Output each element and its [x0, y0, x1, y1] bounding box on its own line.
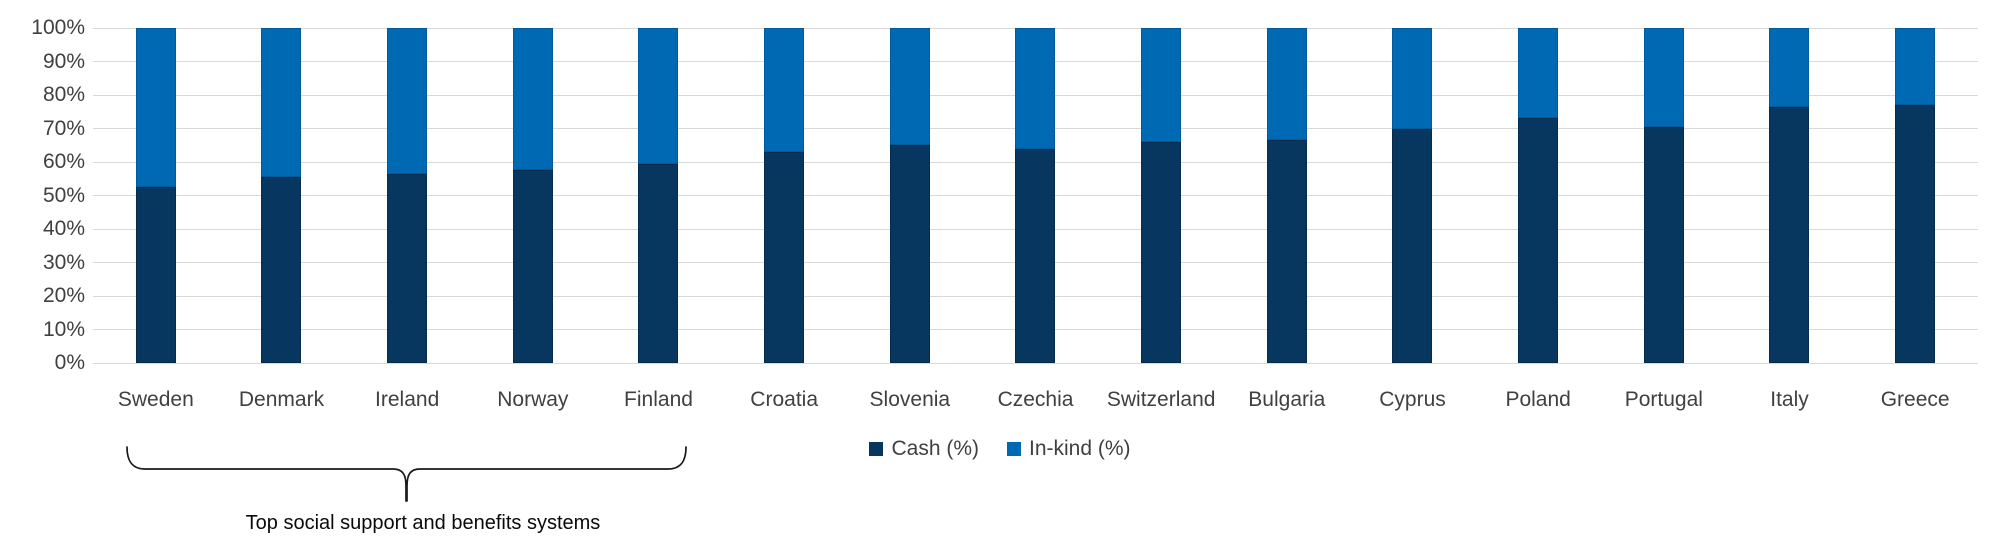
x-axis-label: Sweden: [117, 388, 194, 411]
x-axis-label: Bulgaria: [1248, 388, 1326, 411]
bar-segment-cash-poland: [1518, 118, 1559, 363]
bar-segment-cash-croatia: [764, 151, 805, 363]
bar-slot: [219, 28, 345, 363]
bar-slot: [847, 28, 973, 363]
bar-slot: [470, 28, 596, 363]
x-axis-label: Poland: [1505, 388, 1571, 411]
bar-segment-inkind-norway: [512, 28, 553, 171]
y-axis-label: 100%: [31, 16, 85, 39]
bar-segment-inkind-czechia: [1015, 28, 1056, 149]
bar-slot: [1098, 28, 1224, 363]
legend-item-cash: Cash (%): [869, 437, 979, 461]
bar-segment-cash-czechia: [1015, 148, 1056, 363]
bar-segment-cash-norway: [512, 170, 553, 363]
x-axis-label: Croatia: [750, 388, 818, 411]
x-axis-label: Czechia: [997, 388, 1074, 411]
bar-segment-inkind-switzerland: [1141, 28, 1182, 142]
x-axis-label: Ireland: [375, 388, 440, 411]
x-axis-label: Italy: [1770, 388, 1809, 411]
bar-slot: [344, 28, 470, 363]
bar-segment-inkind-cyprus: [1392, 28, 1433, 129]
y-axis-label: 20%: [42, 284, 85, 307]
y-axis-label: 60%: [42, 150, 85, 173]
brace-annotation-icon: [126, 446, 687, 502]
bar-segment-cash-denmark: [261, 177, 302, 363]
cash-legend-swatch: [869, 442, 884, 456]
bar-segment-inkind-poland: [1518, 28, 1559, 119]
bar-slot: [1601, 28, 1727, 363]
plot-area: [93, 27, 1978, 364]
bar-segment-cash-portugal: [1643, 126, 1684, 363]
bar-segment-cash-slovenia: [889, 145, 930, 363]
y-axis-label: 40%: [42, 217, 85, 240]
bar-slot: [721, 28, 847, 363]
bar-segment-cash-ireland: [387, 173, 428, 363]
bar-segment-inkind-greece: [1895, 28, 1936, 106]
bar-slot: [1475, 28, 1601, 363]
gridline: [93, 362, 1978, 364]
bar-segment-inkind-ireland: [387, 28, 428, 174]
inkind-legend-swatch: [1007, 442, 1021, 456]
bar-segment-cash-greece: [1895, 105, 1936, 363]
x-axis-label: Slovenia: [869, 388, 951, 411]
x-axis-label: Portugal: [1624, 388, 1703, 411]
bar-slot: [1852, 28, 1978, 363]
y-axis-label: 0%: [54, 351, 85, 374]
bar-slot: [1350, 28, 1476, 363]
y-axis: 0% 10% 20% 30% 40% 50% 60% 70% 80% 90% 100%: [0, 16, 85, 374]
bar-slot: [973, 28, 1099, 363]
bracket-caption: Top social support and benefits systems: [245, 512, 601, 534]
bar-segment-inkind-bulgaria: [1266, 28, 1307, 141]
bar-segment-inkind-denmark: [261, 28, 302, 178]
bar-segment-inkind-italy: [1769, 28, 1810, 107]
bar-slot: [596, 28, 722, 363]
inkind-legend-label: In-kind (%): [1029, 437, 1131, 460]
bar-segment-inkind-slovenia: [889, 28, 930, 146]
bar-segment-inkind-finland: [638, 28, 679, 164]
bar-segment-cash-cyprus: [1392, 128, 1433, 363]
bar-segment-inkind-croatia: [764, 28, 805, 152]
x-axis-label: Finland: [624, 388, 693, 411]
x-axis-label: Cyprus: [1379, 388, 1446, 411]
x-axis-label: Norway: [497, 388, 569, 411]
x-axis-label: Greece: [1880, 388, 1950, 411]
cash-legend-label: Cash (%): [891, 437, 979, 460]
bar-segment-cash-finland: [638, 163, 679, 363]
bar-slot: [1224, 28, 1350, 363]
y-axis-label: 80%: [42, 83, 85, 106]
gridline: [93, 27, 1978, 29]
bar-segment-cash-sweden: [135, 187, 176, 363]
legend-item-inkind: In-kind (%): [1007, 437, 1131, 461]
bar-slot: [1727, 28, 1853, 363]
y-axis-label: 70%: [42, 116, 85, 140]
bar-slot: [93, 28, 219, 363]
legend: Cash (%) In-kind (%): [0, 437, 2000, 461]
bar-segment-inkind-sweden: [135, 28, 176, 188]
y-axis-label: 90%: [42, 49, 85, 73]
y-axis-label: 10%: [42, 317, 85, 341]
x-axis-label: Denmark: [238, 388, 325, 411]
bar-segment-inkind-portugal: [1643, 28, 1684, 127]
bar-segment-cash-bulgaria: [1266, 140, 1307, 363]
x-axis: Sweden Denmark Ireland Norway Finland Croatia…: [93, 388, 1978, 416]
bar-segment-cash-switzerland: [1141, 141, 1182, 363]
y-axis-label: 30%: [42, 250, 85, 274]
x-axis-label: Switzerland: [1106, 388, 1216, 411]
y-axis-label: 50%: [42, 183, 85, 207]
bar-segment-cash-italy: [1769, 106, 1810, 363]
